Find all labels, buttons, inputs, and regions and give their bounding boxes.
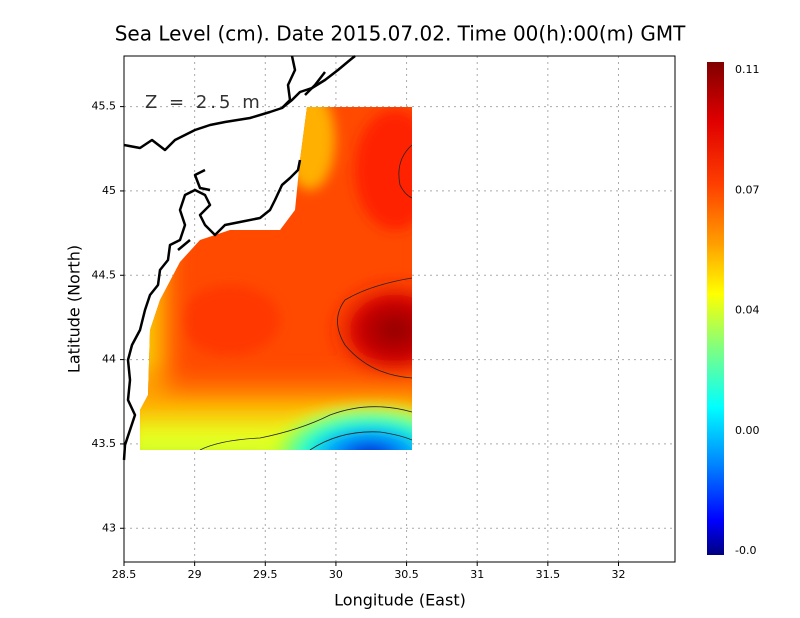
x-tick-label: 32	[611, 568, 625, 581]
sea-level-field	[140, 107, 412, 450]
x-axis-label: Longitude (East)	[334, 591, 466, 610]
y-tick-label: 45	[102, 184, 116, 197]
title: Sea Level (cm). Date 2015.07.02. Time 00…	[115, 22, 686, 46]
y-tick-label: 43.5	[92, 437, 117, 450]
colorbar-label: -0.0	[735, 544, 756, 557]
x-tick-label: 29.5	[253, 568, 278, 581]
colorbar	[707, 62, 724, 555]
colorbar-label: 0.00	[735, 424, 760, 437]
x-tick-label: 30.5	[394, 568, 419, 581]
x-tick-label: 30	[329, 568, 343, 581]
x-tick-label: 29	[188, 568, 202, 581]
plot-frame	[123, 55, 676, 563]
y-axis-label: Latitude (North)	[65, 245, 84, 373]
x-tick-label: 31.5	[536, 568, 561, 581]
y-tick-label: 45.5	[92, 100, 117, 113]
coastline	[122, 55, 356, 461]
y-tick-label: 44	[102, 353, 116, 366]
colorbar-label: 0.11	[735, 63, 760, 76]
colorbar-label: 0.04	[735, 304, 760, 317]
x-tick-label: 31	[470, 568, 484, 581]
y-tick-label: 43	[102, 521, 116, 534]
x-tick-label: 28.5	[112, 568, 137, 581]
colorbar-label: 0.07	[735, 183, 760, 196]
y-tick-label: 44.5	[92, 268, 117, 281]
annotation: Z = 2.5 m	[145, 92, 263, 113]
